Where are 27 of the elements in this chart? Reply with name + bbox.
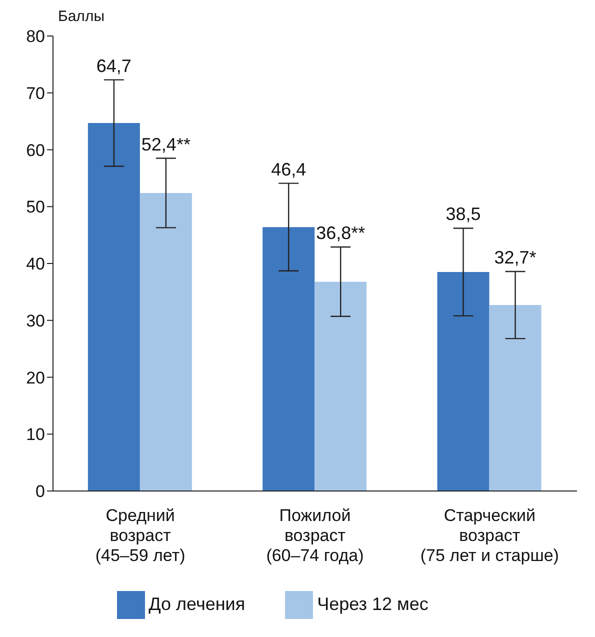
legend-label: Через 12 мес (317, 594, 428, 614)
x-tick-label: Пожилой возраст (60–74 года) (266, 506, 364, 565)
bar (88, 123, 140, 491)
y-tick-label: 80 (26, 27, 45, 46)
y-axis-title: Баллы (58, 8, 104, 25)
bar (140, 192, 192, 491)
bar (437, 272, 490, 491)
data-label: 46,4 (271, 159, 306, 180)
bar (489, 305, 542, 491)
data-label: 64,7 (96, 56, 132, 76)
y-tick-label: 10 (26, 425, 45, 444)
y-tick-label: 30 (26, 311, 45, 330)
data-label: 36,8** (316, 223, 366, 244)
bar (262, 227, 315, 491)
x-tick-label: Средний возраст (45–59 лет) (95, 506, 186, 565)
x-tick-label: Старческий возраст (75 лет и старше) (420, 506, 559, 565)
legend-label: До лечения (148, 594, 246, 614)
bar (314, 282, 367, 491)
data-label: 52,4** (141, 134, 190, 154)
y-tick-label: 20 (26, 368, 45, 388)
data-label: 38,5 (446, 204, 481, 224)
y-tick-label: 0 (36, 482, 45, 502)
y-tick-label: 70 (26, 84, 45, 103)
y-tick-label: 40 (26, 254, 45, 274)
y-tick-label: 50 (26, 198, 45, 217)
data-label: 32,7* (494, 247, 536, 268)
y-tick-label: 60 (26, 140, 45, 160)
